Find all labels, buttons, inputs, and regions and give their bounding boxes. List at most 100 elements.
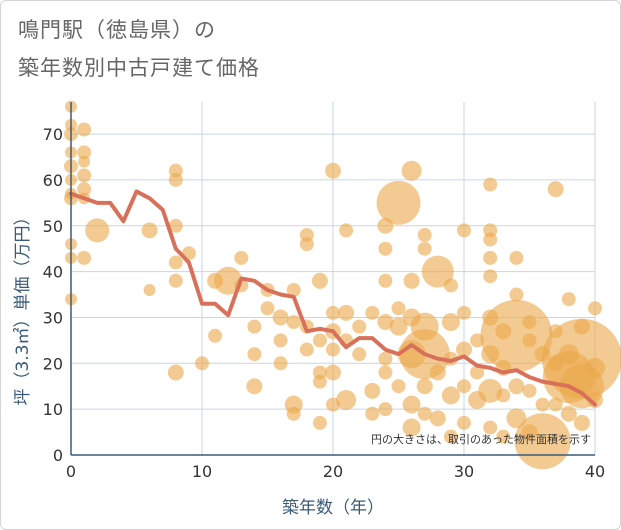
- data-point: [168, 273, 183, 288]
- data-point: [457, 379, 471, 394]
- data-point: [325, 162, 341, 179]
- x-tick-30: 30: [454, 462, 474, 481]
- data-point: [286, 282, 301, 297]
- data-point: [483, 250, 498, 265]
- data-point: [273, 333, 288, 348]
- data-point: [312, 415, 327, 430]
- data-point: [339, 223, 354, 238]
- data-point: [401, 160, 422, 181]
- data-point: [272, 309, 289, 326]
- data-point: [389, 317, 408, 336]
- data-point: [378, 402, 393, 417]
- data-point: [77, 250, 92, 265]
- data-point: [77, 145, 92, 160]
- axes: [70, 102, 595, 456]
- data-point: [376, 180, 421, 225]
- data-point: [509, 287, 524, 302]
- data-point: [247, 319, 262, 334]
- data-point: [496, 429, 511, 444]
- data-point: [364, 382, 381, 399]
- data-point: [299, 342, 314, 357]
- data-point: [299, 237, 314, 252]
- y-tick-20: 20: [43, 354, 63, 373]
- data-point: [478, 378, 503, 403]
- data-point: [417, 406, 432, 421]
- y-tick-10: 10: [43, 400, 63, 419]
- data-point: [421, 255, 454, 288]
- data-point: [585, 357, 605, 378]
- y-axis-label: 坪（3.3㎡）単価（万円）: [13, 208, 33, 405]
- data-point: [336, 389, 357, 410]
- data-point: [377, 314, 394, 331]
- data-point: [429, 364, 446, 381]
- data-point: [78, 155, 91, 168]
- data-point: [483, 177, 498, 192]
- data-point: [402, 418, 421, 437]
- data-point: [457, 415, 471, 430]
- y-tick-30: 30: [43, 308, 63, 327]
- data-point: [208, 328, 223, 343]
- data-point: [496, 388, 511, 403]
- data-point: [508, 378, 525, 395]
- data-point: [311, 272, 328, 289]
- data-point: [443, 429, 458, 444]
- data-point: [143, 283, 156, 296]
- data-point: [391, 301, 406, 316]
- data-point: [338, 304, 355, 321]
- x-tick-40: 40: [585, 462, 605, 481]
- data-point: [326, 305, 340, 320]
- data-point: [535, 397, 550, 412]
- data-point: [560, 405, 577, 422]
- data-point: [167, 364, 184, 381]
- trend-line: [69, 189, 597, 407]
- data-point: [470, 365, 485, 380]
- data-point: [352, 347, 367, 362]
- data-point: [522, 315, 537, 330]
- data-point: [416, 378, 433, 395]
- data-point: [77, 182, 92, 197]
- data-point: [168, 255, 183, 270]
- y-tick-0: 0: [53, 446, 63, 465]
- data-point: [77, 122, 92, 137]
- y-tick-40: 40: [43, 263, 63, 282]
- data-point: [77, 168, 92, 183]
- data-point: [457, 305, 471, 320]
- data-point: [522, 333, 537, 348]
- data-point: [547, 181, 564, 198]
- y-tick-60: 60: [43, 171, 63, 190]
- data-point: [441, 313, 460, 332]
- data-point: [141, 222, 158, 239]
- data-point: [378, 351, 393, 366]
- tick-labels: 0 10 20 30 40 50 60 70 0 10 20 30 40: [43, 125, 606, 481]
- data-point: [443, 278, 458, 293]
- data-point: [561, 292, 576, 307]
- data-point: [417, 241, 432, 256]
- data-point: [260, 301, 275, 316]
- data-point: [286, 315, 301, 330]
- x-axis-label: 築年数（年）: [282, 498, 384, 518]
- data-point: [85, 218, 110, 243]
- data-point: [587, 391, 603, 408]
- data-point: [391, 379, 406, 394]
- x-tick-10: 10: [192, 462, 212, 481]
- x-tick-0: 0: [66, 462, 76, 481]
- data-point: [402, 395, 421, 414]
- x-tick-20: 20: [323, 462, 343, 481]
- data-point: [352, 319, 367, 334]
- data-point: [588, 301, 602, 316]
- y-tick-50: 50: [43, 217, 63, 236]
- data-point: [441, 386, 460, 405]
- data-point: [403, 272, 420, 289]
- data-point: [195, 356, 209, 371]
- data-point: [483, 232, 498, 247]
- data-point: [417, 227, 432, 242]
- data-point: [234, 250, 249, 265]
- data-point: [246, 378, 263, 395]
- chart-title-line1: 鳴門駅（徳島県）の: [18, 18, 216, 42]
- data-point: [168, 172, 183, 187]
- data-point: [522, 383, 537, 398]
- size-note: 円の大きさは、取引のあった物件面積を示す: [371, 432, 591, 446]
- data-point: [247, 347, 262, 362]
- data-point: [325, 364, 341, 381]
